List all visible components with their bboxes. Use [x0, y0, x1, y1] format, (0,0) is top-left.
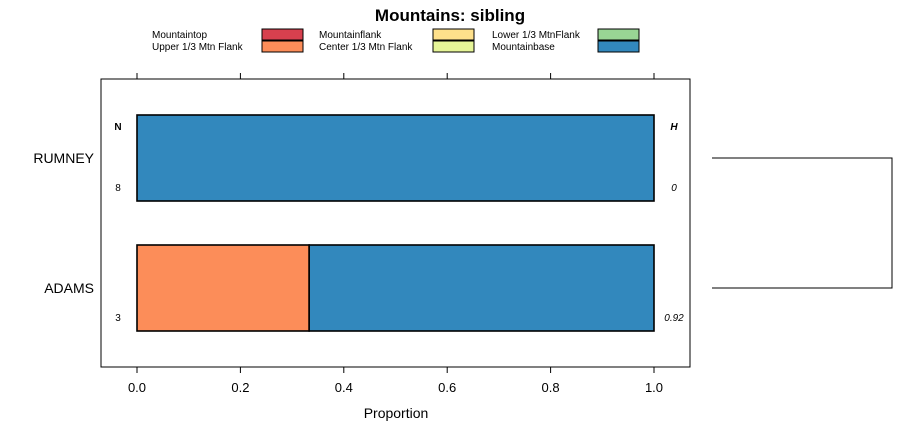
legend-label: Upper 1/3 Mtn Flank [152, 42, 244, 53]
legend-swatch [432, 40, 475, 53]
legend-swatch [432, 28, 475, 41]
legend-swatch [261, 40, 304, 53]
dendrogram [712, 157, 893, 289]
bar-segment [136, 114, 655, 202]
legend-label: Mountaintop [152, 30, 207, 41]
h-value: 0.92 [664, 313, 684, 324]
legend-label: Mountainflank [319, 30, 382, 41]
category-label: RUMNEY [33, 150, 94, 166]
x-tick-label: 0.2 [231, 380, 249, 395]
bar-segment [136, 244, 310, 332]
category-labels: RUMNEY ADAMS [33, 150, 94, 296]
n-value: 8 [115, 183, 121, 194]
chart-title: Mountains: sibling [375, 6, 525, 25]
x-tick-label: 0.6 [438, 380, 456, 395]
left-header: N [114, 122, 121, 133]
legend-label: Center 1/3 Mtn Flank [319, 42, 413, 53]
bar-segment [308, 244, 655, 332]
legend-swatch [261, 28, 304, 41]
plot-frame [100, 78, 691, 368]
x-tick-label: 0.0 [128, 380, 146, 395]
right-header: H [670, 122, 678, 133]
category-label: ADAMS [44, 280, 94, 296]
h-value: 0 [671, 183, 677, 194]
x-axis: 0.0 0.2 0.4 0.6 0.8 1.0 [128, 73, 663, 395]
legend-swatch [597, 40, 640, 53]
legend-label: Lower 1/3 MtnFlank [492, 30, 581, 41]
x-tick-label: 0.8 [542, 380, 560, 395]
x-axis-label: Proportion [364, 405, 429, 421]
n-value: 3 [115, 313, 121, 324]
bars [136, 114, 655, 332]
legend-label: Mountainbase [492, 42, 555, 53]
side-annotations: N H 8 0 3 0.92 [114, 122, 684, 324]
x-tick-label: 1.0 [645, 380, 663, 395]
legend-swatch [597, 28, 640, 41]
x-tick-label: 0.4 [335, 380, 353, 395]
